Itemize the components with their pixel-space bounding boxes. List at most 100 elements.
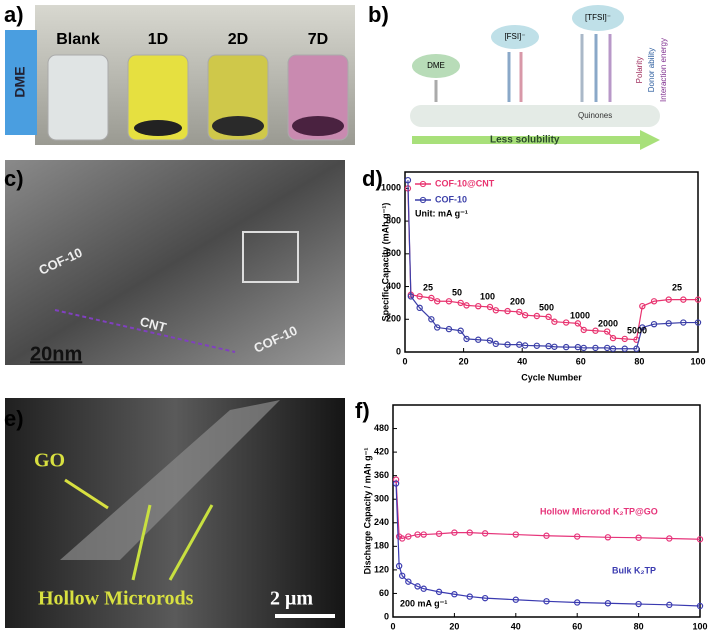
point xyxy=(696,602,704,610)
point xyxy=(492,307,500,314)
panel-e: GO Hollow Microrods 2 μm e) xyxy=(4,398,345,628)
x-tick-label: 100 xyxy=(692,621,707,631)
property: Polarity xyxy=(635,57,644,84)
series-line xyxy=(407,180,698,350)
point xyxy=(696,536,704,543)
species-label: [TFSI]⁻ xyxy=(585,13,611,22)
panel-label: a) xyxy=(4,2,24,27)
point xyxy=(580,344,587,352)
annotation: Unit: mA g⁻¹ xyxy=(415,208,468,218)
species xyxy=(491,25,539,49)
y-tick-label: 240 xyxy=(374,517,389,527)
annotation: 200 xyxy=(510,296,525,306)
point xyxy=(574,599,581,606)
vial-label: 2D xyxy=(228,31,248,48)
property: Interaction energy xyxy=(659,38,668,102)
point xyxy=(609,345,617,352)
x-tick-label: 60 xyxy=(572,621,582,631)
point xyxy=(504,341,511,348)
point xyxy=(481,594,489,602)
point xyxy=(633,345,640,352)
plot-frame xyxy=(404,171,699,353)
x-tick-label: 80 xyxy=(634,621,644,631)
x-axis-label: Cycle Number xyxy=(521,372,582,382)
point xyxy=(405,578,412,585)
zoom-box xyxy=(242,231,299,283)
point xyxy=(475,302,482,310)
annotation: GO xyxy=(34,450,65,472)
point xyxy=(574,343,582,351)
annotation: 50 xyxy=(452,287,462,297)
point xyxy=(492,340,500,348)
point xyxy=(635,534,642,541)
x-tick-label: 80 xyxy=(634,356,644,366)
point xyxy=(466,529,473,536)
scale-bar: 20nm xyxy=(30,343,82,365)
panel-b: b) Less solubility Quinones DME [FSI]⁻ [… xyxy=(368,2,668,150)
annotation: 100 xyxy=(480,291,495,301)
point xyxy=(545,342,552,350)
point xyxy=(551,343,558,350)
plot-frame xyxy=(392,404,701,618)
species xyxy=(572,5,624,31)
legend-label: COF-10 xyxy=(435,194,467,204)
point xyxy=(475,336,482,343)
y-tick-label: 1000 xyxy=(381,183,401,193)
annotation: 5000 xyxy=(627,325,647,335)
point xyxy=(665,320,672,327)
point xyxy=(603,328,611,335)
panel-a: DME Blank 1D 2D 7D a) xyxy=(4,2,355,145)
point xyxy=(434,298,441,305)
species xyxy=(412,54,460,78)
point xyxy=(512,531,520,538)
x-tick-label: 100 xyxy=(690,356,705,366)
x-tick-label: 40 xyxy=(511,621,521,631)
point xyxy=(504,307,511,315)
y-tick-label: 300 xyxy=(374,494,389,504)
powder xyxy=(292,116,344,136)
y-tick-label: 400 xyxy=(386,281,401,291)
point xyxy=(621,335,628,343)
vial-label: 7D xyxy=(308,31,328,48)
vial-label: 1D xyxy=(148,31,168,48)
x-tick-label: 20 xyxy=(459,356,469,366)
scale-bar: 2 μm xyxy=(270,588,313,610)
annotation: Hollow Microrods xyxy=(38,588,194,610)
vial xyxy=(127,54,189,141)
point xyxy=(457,327,464,334)
point xyxy=(435,588,443,596)
point xyxy=(463,302,470,309)
point xyxy=(445,298,453,305)
x-tick-label: 0 xyxy=(390,621,395,631)
panel-label: d) xyxy=(362,166,383,191)
annotation: 500 xyxy=(539,302,554,312)
species-label: DME xyxy=(427,61,445,70)
point xyxy=(635,600,642,608)
point xyxy=(445,325,453,333)
point xyxy=(694,296,702,303)
y-axis-label: Specific Capacity (mAh g⁻¹) xyxy=(380,203,390,322)
point xyxy=(463,335,470,343)
arrow xyxy=(131,504,152,581)
point xyxy=(592,344,599,352)
vial xyxy=(47,54,109,141)
point xyxy=(665,296,672,303)
point xyxy=(604,600,612,607)
point xyxy=(533,312,541,320)
series-label: Bulk K₂TP xyxy=(612,565,656,575)
point xyxy=(533,342,541,349)
point xyxy=(621,345,628,352)
point xyxy=(486,337,494,344)
panel-label: f) xyxy=(355,398,370,423)
y-tick-label: 360 xyxy=(374,470,389,480)
rod xyxy=(60,400,280,560)
scale-line xyxy=(275,614,335,618)
point xyxy=(420,585,427,592)
annotation: CNT xyxy=(138,314,168,335)
powder xyxy=(212,116,264,136)
y-tick-label: 180 xyxy=(374,541,389,551)
y-tick-label: 600 xyxy=(386,248,401,258)
point xyxy=(592,327,599,334)
substrate-label: Quinones xyxy=(578,111,612,120)
